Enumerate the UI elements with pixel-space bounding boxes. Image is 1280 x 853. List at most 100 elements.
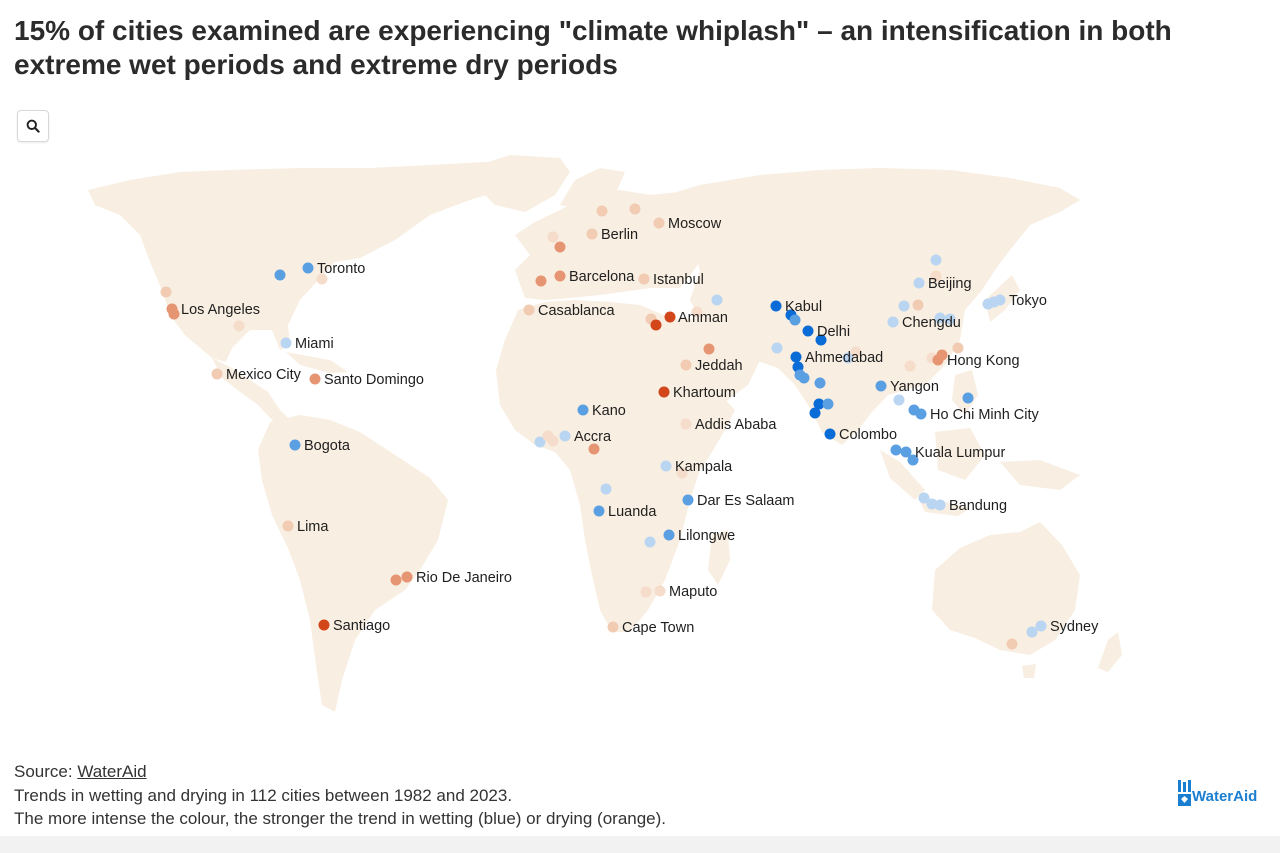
city-marker-lima[interactable] <box>282 520 294 532</box>
city-marker[interactable] <box>907 454 919 466</box>
city-marker[interactable] <box>904 360 916 372</box>
city-marker[interactable] <box>535 275 547 287</box>
city-marker[interactable] <box>554 241 566 253</box>
city-marker[interactable] <box>711 294 723 306</box>
city-marker-chengdu[interactable] <box>887 316 899 328</box>
city-marker-yangon[interactable] <box>875 380 887 392</box>
city-marker-rio-de-janeiro[interactable] <box>401 571 413 583</box>
city-marker-mexico-city[interactable] <box>211 368 223 380</box>
wateraid-logo-text: WaterAid <box>1192 788 1258 805</box>
city-marker-berlin[interactable] <box>586 228 598 240</box>
city-marker[interactable] <box>644 536 656 548</box>
city-marker[interactable] <box>926 498 938 510</box>
city-marker-lilongwe[interactable] <box>663 529 675 541</box>
city-marker[interactable] <box>596 205 608 217</box>
city-marker[interactable] <box>233 320 245 332</box>
city-marker-hong-kong[interactable] <box>932 354 944 366</box>
city-marker[interactable] <box>842 352 854 364</box>
source-link[interactable]: WaterAid <box>77 762 147 781</box>
city-marker[interactable] <box>390 574 402 586</box>
city-marker[interactable] <box>547 435 559 447</box>
city-marker[interactable] <box>898 300 910 312</box>
city-marker[interactable] <box>952 342 964 354</box>
city-marker[interactable] <box>809 407 821 419</box>
city-marker-jeddah[interactable] <box>680 359 692 371</box>
city-marker[interactable] <box>160 286 172 298</box>
city-marker[interactable] <box>676 467 688 479</box>
city-label-addis-ababa: Addis Ababa <box>695 417 777 433</box>
city-marker[interactable] <box>798 372 810 384</box>
city-marker[interactable] <box>1006 638 1018 650</box>
city-marker[interactable] <box>962 392 974 404</box>
city-marker-casablanca[interactable] <box>523 304 535 316</box>
world-map[interactable]: Toronto Los Angeles Miami Mexico City Santo … <box>0 150 1280 730</box>
city-marker-colombo[interactable] <box>824 428 836 440</box>
city-marker-sydney[interactable] <box>1035 620 1047 632</box>
city-marker[interactable] <box>850 346 862 358</box>
city-marker[interactable] <box>893 394 905 406</box>
city-marker-ho-chi-minh-city[interactable] <box>915 408 927 420</box>
city-marker[interactable] <box>547 231 559 243</box>
city-marker[interactable] <box>912 299 924 311</box>
city-marker-istanbul[interactable] <box>638 273 650 285</box>
city-marker-barcelona[interactable] <box>554 270 566 282</box>
city-marker-bogota[interactable] <box>289 439 301 451</box>
city-marker-santiago[interactable] <box>318 619 330 631</box>
city-marker[interactable] <box>890 444 902 456</box>
city-marker-dar-es-salaam[interactable] <box>682 494 694 506</box>
city-marker-kampala[interactable] <box>660 460 672 472</box>
city-marker-tokyo[interactable] <box>994 294 1006 306</box>
city-label-cape-town: Cape Town <box>622 620 694 636</box>
city-marker-kuala-lumpur[interactable] <box>900 446 912 458</box>
city-marker[interactable] <box>930 270 942 282</box>
city-marker-los-angeles[interactable] <box>166 303 178 315</box>
city-marker[interactable] <box>600 483 612 495</box>
city-marker-toronto[interactable] <box>302 262 314 274</box>
city-marker-santo-domingo[interactable] <box>309 373 321 385</box>
city-marker[interactable] <box>703 343 715 355</box>
city-marker[interactable] <box>629 203 641 215</box>
land-shape <box>258 415 448 712</box>
city-marker-accra[interactable] <box>559 430 571 442</box>
city-marker[interactable] <box>930 254 942 266</box>
city-marker[interactable] <box>934 312 946 324</box>
city-marker[interactable] <box>789 314 801 326</box>
city-marker-luanda[interactable] <box>593 505 605 517</box>
city-marker-miami[interactable] <box>280 337 292 349</box>
city-marker-delhi[interactable] <box>802 325 814 337</box>
city-label-delhi: Delhi <box>817 324 850 340</box>
city-marker-khartoum[interactable] <box>658 386 670 398</box>
city-marker-beijing[interactable] <box>913 277 925 289</box>
footnote-1: Trends in wetting and drying in 112 citi… <box>14 785 513 805</box>
zoom-button[interactable] <box>17 110 49 142</box>
city-label-toronto: Toronto <box>317 261 365 277</box>
city-label-barcelona: Barcelona <box>569 269 635 285</box>
city-marker[interactable] <box>813 398 825 410</box>
city-marker-kano[interactable] <box>577 404 589 416</box>
city-marker[interactable] <box>691 306 703 318</box>
city-label-hong-kong: Hong Kong <box>947 353 1020 369</box>
city-marker-cape-town[interactable] <box>607 621 619 633</box>
city-marker[interactable] <box>640 586 652 598</box>
wateraid-logo-icon <box>1178 780 1191 806</box>
city-marker[interactable] <box>771 342 783 354</box>
city-marker[interactable] <box>316 273 328 285</box>
city-marker[interactable] <box>944 313 956 325</box>
city-marker-kabul[interactable] <box>770 300 782 312</box>
city-marker-moscow[interactable] <box>653 217 665 229</box>
city-marker-ahmedabad[interactable] <box>790 351 802 363</box>
city-marker[interactable] <box>1026 626 1038 638</box>
city-marker[interactable] <box>588 443 600 455</box>
city-marker[interactable] <box>650 319 662 331</box>
city-marker[interactable] <box>274 269 286 281</box>
city-marker-amman[interactable] <box>664 311 676 323</box>
city-marker[interactable] <box>815 334 827 346</box>
city-marker[interactable] <box>918 492 930 504</box>
city-marker[interactable] <box>822 398 834 410</box>
city-marker-maputo[interactable] <box>654 585 666 597</box>
city-marker[interactable] <box>534 436 546 448</box>
wateraid-logo[interactable]: WaterAid <box>1178 778 1257 806</box>
city-marker[interactable] <box>814 377 826 389</box>
city-marker-addis-ababa[interactable] <box>680 418 692 430</box>
city-marker-bandung[interactable] <box>934 499 946 511</box>
